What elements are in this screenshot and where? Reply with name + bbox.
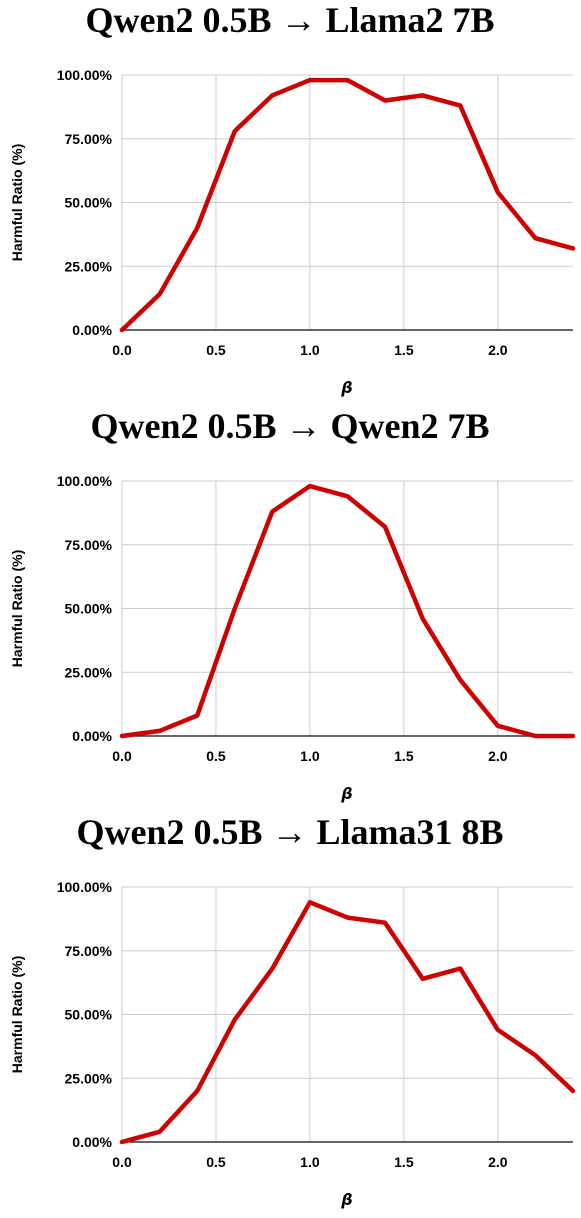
y-tick-label: 0.00% (72, 1134, 112, 1150)
data-point (270, 93, 275, 98)
data-point (571, 246, 576, 251)
data-point (495, 190, 500, 195)
x-axis-label: β (340, 1190, 352, 1209)
data-point (458, 966, 463, 971)
data-point (458, 677, 463, 682)
y-tick-label: 50.00% (65, 195, 113, 211)
x-tick-label: 1.0 (300, 342, 320, 358)
data-point (157, 728, 162, 733)
series-line (119, 483, 576, 739)
x-tick-label: 1.0 (300, 748, 320, 764)
x-axis-label: β (340, 784, 352, 803)
series-line (119, 900, 576, 1145)
x-tick-label: 2.0 (488, 748, 508, 764)
y-tick-label: 0.00% (72, 322, 112, 338)
data-point (458, 103, 463, 108)
y-tick-label: 75.00% (65, 537, 113, 553)
chart-title: Qwen2 0.5B → Llama2 7B (85, 0, 494, 40)
data-point (270, 509, 275, 514)
y-axis-label: Harmful Ratio (%) (9, 550, 25, 667)
data-point (533, 236, 538, 241)
data-point (495, 723, 500, 728)
data-point (383, 524, 388, 529)
data-point (195, 1089, 200, 1094)
data-point (571, 734, 576, 739)
x-tick-label: 0.5 (206, 342, 226, 358)
data-point (232, 1017, 237, 1022)
data-point (195, 713, 200, 718)
data-point (495, 1027, 500, 1032)
data-point (383, 98, 388, 103)
data-point (307, 484, 312, 489)
y-tick-label: 75.00% (65, 943, 113, 959)
y-tick-label: 75.00% (65, 131, 113, 147)
y-tick-label: 100.00% (57, 879, 113, 895)
data-point (307, 900, 312, 905)
y-tick-label: 100.00% (57, 67, 113, 83)
x-tick-label: 2.0 (488, 342, 508, 358)
data-point (571, 1089, 576, 1094)
y-axis-label: Harmful Ratio (%) (9, 144, 25, 261)
y-tick-label: 25.00% (65, 1070, 113, 1086)
data-point (120, 328, 125, 333)
data-point (270, 966, 275, 971)
x-tick-label: 1.5 (394, 342, 414, 358)
y-tick-label: 50.00% (65, 1007, 113, 1023)
data-point (345, 78, 350, 83)
chart-panel-2: Qwen2 0.5B → Qwen2 7B 0.00% 25.00% 50.00% 75… (9, 406, 576, 803)
x-tick-label: 1.5 (394, 1154, 414, 1170)
x-tick-label: 0.0 (112, 342, 132, 358)
data-point (420, 976, 425, 981)
data-point (420, 616, 425, 621)
x-axis-label: β (340, 378, 352, 397)
data-point (157, 1129, 162, 1134)
data-point (120, 1140, 125, 1145)
y-tick-label: 50.00% (65, 601, 113, 617)
x-tick-label: 0.5 (206, 1154, 226, 1170)
data-point (157, 292, 162, 297)
data-point (383, 920, 388, 925)
chart-title: Qwen2 0.5B → Qwen2 7B (90, 406, 489, 446)
x-tick-label: 2.0 (488, 1154, 508, 1170)
data-point (345, 494, 350, 499)
y-axis-label: Harmful Ratio (%) (9, 956, 25, 1073)
data-point (232, 606, 237, 611)
y-tick-label: 0.00% (72, 728, 112, 744)
x-tick-label: 1.0 (300, 1154, 320, 1170)
x-tick-label: 0.0 (112, 1154, 132, 1170)
data-point (420, 93, 425, 98)
series-line (119, 77, 576, 333)
data-point (307, 78, 312, 83)
chart-panel-1: Qwen2 0.5B → Llama2 7B 0.00% 25.00% 50.00% 7… (9, 0, 576, 397)
y-tick-label: 25.00% (65, 258, 113, 274)
y-tick-label: 100.00% (57, 473, 113, 489)
data-point (533, 1053, 538, 1058)
x-tick-label: 0.5 (206, 748, 226, 764)
data-point (120, 734, 125, 739)
data-point (195, 226, 200, 231)
chart-panel-3: Qwen2 0.5B → Llama31 8B 0.00% 25.00% 50.00%… (9, 812, 576, 1209)
data-point (533, 734, 538, 739)
chart-title: Qwen2 0.5B → Llama31 8B (76, 812, 503, 852)
data-point (345, 915, 350, 920)
x-tick-label: 1.5 (394, 748, 414, 764)
x-tick-label: 0.0 (112, 748, 132, 764)
data-point (232, 129, 237, 134)
y-tick-label: 25.00% (65, 664, 113, 680)
